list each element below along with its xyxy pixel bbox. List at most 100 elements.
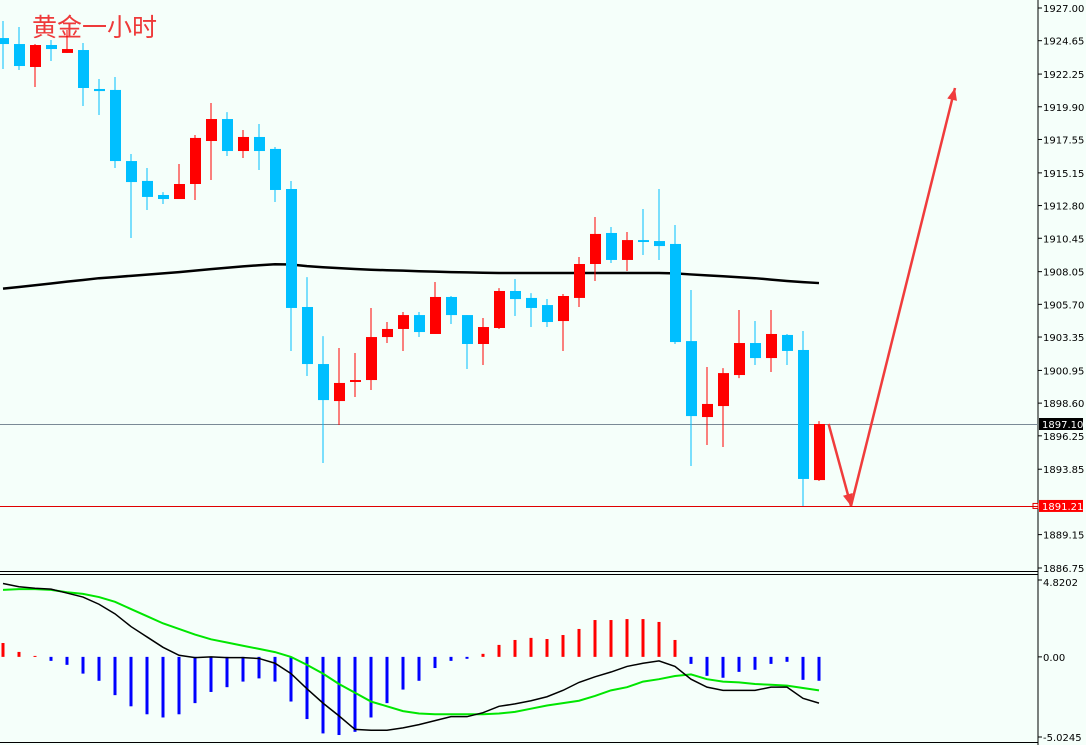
bullish-candle bbox=[190, 135, 201, 200]
y-tick-label: 1924.65 bbox=[1043, 37, 1084, 48]
bearish-candle bbox=[542, 299, 553, 328]
candle-body bbox=[590, 233, 601, 264]
candle-body bbox=[686, 341, 697, 417]
bearish-candle bbox=[318, 336, 329, 463]
macd-histogram-bar bbox=[561, 635, 565, 657]
macd-histogram-bar bbox=[177, 656, 181, 715]
candle-body bbox=[110, 89, 121, 162]
bearish-candle bbox=[78, 43, 89, 106]
candle-body bbox=[302, 306, 313, 365]
macd-histogram-bar bbox=[785, 656, 789, 662]
bullish-candle bbox=[590, 216, 601, 281]
candle-body bbox=[510, 290, 521, 300]
moving-average-line bbox=[2, 263, 820, 290]
candle-body bbox=[254, 136, 265, 152]
candle-body bbox=[222, 119, 233, 152]
macd-histogram-bar bbox=[113, 656, 117, 696]
macd-histogram-bar bbox=[513, 639, 517, 657]
candle-body bbox=[318, 364, 329, 401]
bullish-candle bbox=[622, 232, 633, 271]
macd-histogram-bar bbox=[529, 637, 533, 657]
bearish-candle bbox=[14, 27, 25, 71]
macd-histogram-bar bbox=[161, 656, 165, 718]
macd-histogram-bar bbox=[465, 656, 469, 659]
macd-histogram-bar bbox=[257, 656, 261, 679]
macd-histogram-bar bbox=[369, 656, 373, 718]
bullish-candle bbox=[702, 366, 713, 446]
candle-body bbox=[270, 148, 281, 190]
bearish-candle bbox=[46, 40, 57, 62]
candle-body bbox=[670, 243, 681, 343]
y-tick-label: 1889.15 bbox=[1043, 531, 1084, 542]
macd-histogram-bar bbox=[705, 656, 709, 676]
candle-body bbox=[638, 240, 649, 243]
macd-line bbox=[2, 582, 820, 731]
arrow-shaft bbox=[849, 87, 957, 507]
candle-body bbox=[478, 327, 489, 344]
bullish-candle bbox=[814, 421, 825, 482]
macd-histogram-bar bbox=[385, 656, 389, 704]
bullish-candle bbox=[766, 310, 777, 372]
candle-body bbox=[798, 349, 809, 479]
bearish-candle bbox=[638, 209, 649, 255]
bearish-candle bbox=[670, 225, 681, 344]
macd-histogram-bar bbox=[49, 656, 53, 661]
macd-histogram-bar bbox=[657, 621, 661, 657]
candle-body bbox=[654, 241, 665, 247]
macd-histogram-bar bbox=[737, 656, 741, 672]
macd-histogram-bar bbox=[753, 656, 757, 670]
bearish-candle bbox=[254, 124, 265, 170]
candle-body bbox=[414, 315, 425, 333]
macd-histogram-bar bbox=[193, 656, 197, 704]
candle-body bbox=[622, 240, 633, 260]
candle-body bbox=[734, 343, 745, 376]
bearish-candle bbox=[782, 333, 793, 366]
macd-histogram-bar bbox=[273, 656, 277, 682]
macd-histogram-bar bbox=[289, 656, 293, 702]
candle-body bbox=[430, 296, 441, 334]
candle-body bbox=[558, 296, 569, 322]
bearish-candle bbox=[446, 296, 457, 324]
candle-body bbox=[14, 44, 25, 67]
macd-histogram-bar bbox=[497, 644, 501, 657]
bearish-candle bbox=[462, 315, 473, 370]
y-tick-label: 1898.60 bbox=[1043, 399, 1084, 410]
bearish-candle bbox=[510, 279, 521, 317]
signal-line bbox=[2, 588, 820, 716]
macd-histogram-bar bbox=[481, 653, 485, 657]
candle-body bbox=[814, 424, 825, 481]
price-label: 1891.21 bbox=[1042, 502, 1083, 513]
bearish-candle bbox=[302, 277, 313, 376]
bearish-candle bbox=[750, 321, 761, 366]
candle-body bbox=[158, 194, 169, 200]
macd-histogram-bar bbox=[721, 656, 725, 678]
chart-title: 黄金一小时 bbox=[32, 13, 158, 42]
bullish-candle bbox=[30, 44, 41, 88]
macd-histogram-bar bbox=[129, 656, 133, 707]
y-tick-label: 1910.45 bbox=[1043, 234, 1084, 245]
bullish-candle bbox=[718, 368, 729, 447]
candle-body bbox=[494, 290, 505, 328]
macd-tick-label: -5.0245 bbox=[1043, 733, 1082, 744]
bullish-candle bbox=[430, 281, 441, 334]
bullish-candle bbox=[382, 322, 393, 344]
macd-histogram-bar bbox=[433, 656, 437, 669]
candle-body bbox=[126, 161, 137, 183]
macd-histogram-bar bbox=[353, 656, 357, 732]
bullish-candle bbox=[238, 130, 249, 158]
candle-body bbox=[142, 180, 153, 197]
candle-body bbox=[334, 382, 345, 402]
candle-body bbox=[350, 380, 361, 382]
bullish-candle bbox=[478, 317, 489, 366]
candle-body bbox=[174, 184, 185, 200]
bullish-candle bbox=[350, 353, 361, 398]
macd-histogram-bar bbox=[209, 656, 213, 692]
candle-body bbox=[382, 328, 393, 338]
y-tick-label: 1915.15 bbox=[1043, 169, 1084, 180]
bullish-candle bbox=[574, 257, 585, 307]
bearish-candle bbox=[654, 189, 665, 260]
macd-histogram-bar bbox=[609, 620, 613, 657]
candle-body bbox=[46, 45, 57, 50]
candle-body bbox=[542, 305, 553, 323]
